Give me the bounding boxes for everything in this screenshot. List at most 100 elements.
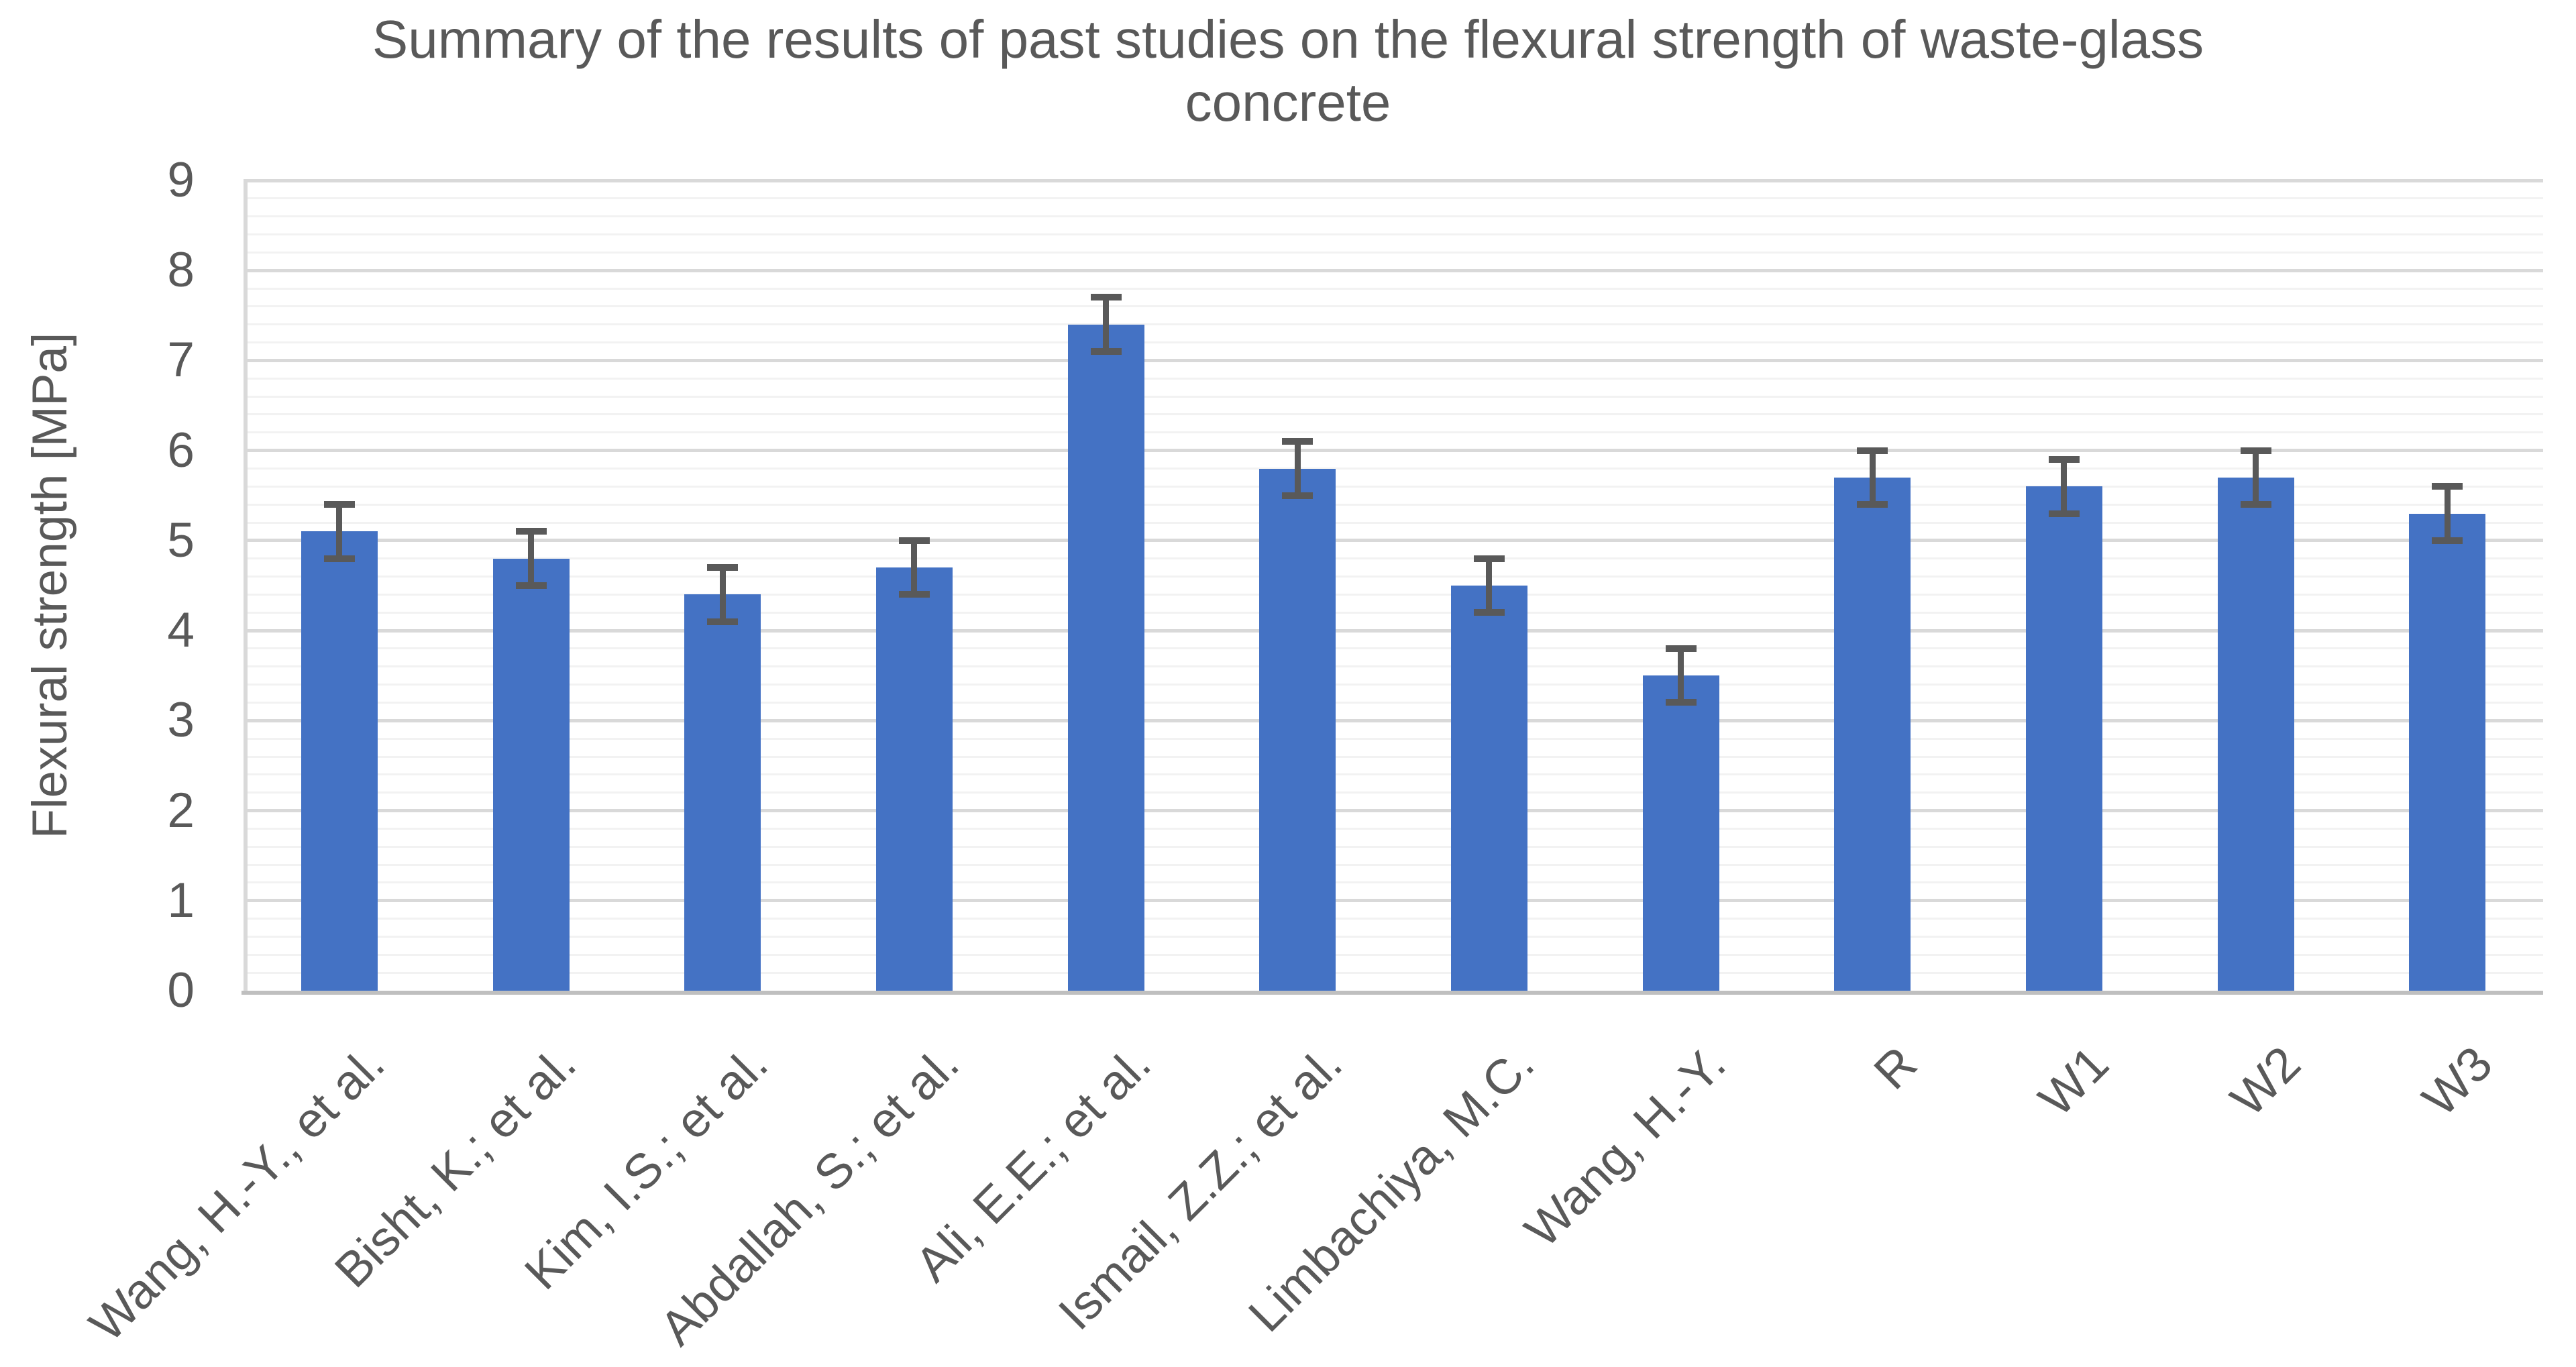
major-gridline — [244, 358, 2543, 362]
error-bar-cap-bottom — [2048, 510, 2080, 517]
bar — [1450, 586, 1527, 991]
error-bar-cap-bottom — [515, 582, 547, 589]
bar — [301, 531, 378, 991]
minor-gridline — [244, 827, 2543, 830]
minor-gridline — [244, 431, 2543, 434]
error-bar-line — [1869, 450, 1876, 505]
minor-gridline — [244, 953, 2543, 956]
error-bar-cap-bottom — [2432, 537, 2463, 544]
error-bar-cap-top — [323, 501, 355, 508]
minor-gridline — [244, 413, 2543, 416]
error-bar-line — [719, 567, 726, 622]
error-bar-line — [1294, 441, 1301, 496]
minor-gridline — [244, 215, 2543, 218]
minor-gridline — [244, 341, 2543, 344]
minor-gridline — [244, 503, 2543, 506]
minor-gridline — [244, 791, 2543, 794]
chart-title: Summary of the results of past studies o… — [0, 8, 2576, 134]
error-bar-cap-top — [1473, 555, 1505, 562]
error-bar-line — [1678, 648, 1684, 703]
minor-gridline — [244, 701, 2543, 704]
error-bar-line — [2444, 486, 2451, 541]
minor-gridline — [244, 935, 2543, 938]
minor-gridline — [244, 305, 2543, 308]
minor-gridline — [244, 773, 2543, 776]
minor-gridline — [244, 647, 2543, 650]
minor-gridline — [244, 197, 2543, 200]
major-gridline — [244, 809, 2543, 813]
minor-gridline — [244, 755, 2543, 758]
error-bar-cap-top — [1665, 645, 1697, 652]
minor-gridline — [244, 377, 2543, 380]
minor-gridline — [244, 287, 2543, 290]
error-bar-line — [2061, 459, 2068, 514]
minor-gridline — [244, 863, 2543, 866]
x-axis-label: Wang, H.-Y. — [1514, 1036, 1736, 1258]
error-bar-line — [336, 504, 343, 559]
error-bar-cap-bottom — [2240, 501, 2271, 508]
y-tick-label: 0 — [167, 963, 195, 1018]
y-tick-label: 1 — [167, 873, 195, 928]
bar — [2025, 486, 2102, 991]
y-tick-label: 3 — [167, 693, 195, 748]
major-gridline — [244, 718, 2543, 722]
major-gridline — [244, 268, 2543, 272]
minor-gridline — [244, 881, 2543, 884]
error-bar-cap-bottom — [1473, 609, 1505, 616]
major-gridline — [244, 178, 2543, 182]
error-bar-cap-top — [898, 537, 930, 544]
y-tick-label: 2 — [167, 783, 195, 838]
error-bar-cap-top — [1090, 294, 1122, 301]
error-bar-cap-top — [515, 528, 547, 535]
minor-gridline — [244, 684, 2543, 686]
error-bar-cap-bottom — [323, 555, 355, 562]
bar — [1259, 468, 1336, 991]
minor-gridline — [244, 971, 2543, 974]
x-axis-label: W3 — [2412, 1036, 2503, 1127]
major-gridline — [244, 449, 2543, 453]
minor-gridline — [244, 611, 2543, 614]
y-tick-label: 6 — [167, 423, 195, 478]
error-bar-line — [2253, 450, 2259, 505]
minor-gridline — [244, 593, 2543, 596]
minor-gridline — [244, 737, 2543, 740]
error-bar-cap-top — [1282, 438, 1313, 445]
error-bar-cap-bottom — [1857, 501, 1888, 508]
chart-title-line-2: concrete — [1185, 72, 1391, 132]
error-bar-cap-top — [2432, 483, 2463, 490]
minor-gridline — [244, 845, 2543, 848]
y-tick-label: 9 — [167, 153, 195, 207]
error-bar-cap-bottom — [1282, 492, 1313, 499]
bar — [875, 567, 953, 991]
minor-gridline — [244, 576, 2543, 578]
error-bar-line — [1103, 297, 1109, 352]
major-gridline — [244, 539, 2543, 543]
y-tick-label: 5 — [167, 512, 195, 567]
bar — [1834, 477, 1911, 991]
error-bar-cap-top — [2240, 447, 2271, 454]
error-bar-cap-bottom — [1090, 348, 1122, 356]
x-axis-line — [241, 991, 2543, 995]
y-tick-label: 8 — [167, 243, 195, 298]
error-bar-cap-top — [707, 564, 739, 571]
error-bar-cap-bottom — [1665, 699, 1697, 706]
major-gridline — [244, 628, 2543, 633]
bar — [1067, 324, 1144, 991]
bar — [2217, 477, 2294, 991]
error-bar-cap-top — [1857, 447, 1888, 454]
minor-gridline — [244, 918, 2543, 920]
minor-gridline — [244, 485, 2543, 488]
bar — [1642, 675, 1719, 991]
y-tick-label: 7 — [167, 333, 195, 388]
error-bar-cap-bottom — [898, 591, 930, 598]
major-gridline — [244, 899, 2543, 903]
error-bar-cap-top — [2048, 456, 2080, 463]
bar — [684, 594, 761, 991]
minor-gridline — [244, 251, 2543, 254]
x-axis-label: W1 — [2029, 1036, 2120, 1127]
minor-gridline — [244, 665, 2543, 668]
x-axis-label: R — [1864, 1036, 1928, 1100]
minor-gridline — [244, 323, 2543, 326]
error-bar-line — [911, 540, 918, 595]
